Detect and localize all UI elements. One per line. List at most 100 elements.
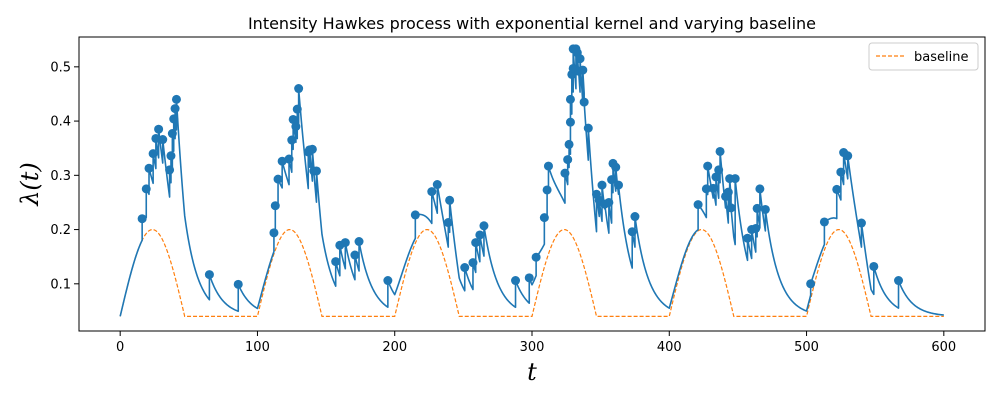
event-point-94: [755, 184, 765, 194]
y-tick-label-0: 0.1: [50, 277, 71, 292]
series-layer: [119, 44, 944, 317]
event-point-39: [443, 218, 453, 228]
event-point-12: [171, 94, 181, 104]
event-point-46: [511, 276, 521, 286]
event-point-102: [856, 218, 866, 228]
event-point-27: [307, 144, 317, 154]
event-point-101: [843, 151, 853, 161]
y-tick-label-4: 0.5: [50, 60, 71, 75]
series-baseline: [119, 228, 944, 317]
event-point-3: [148, 149, 158, 159]
y-tick-label-3: 0.4: [50, 115, 71, 130]
y-axis-label: λ(t): [16, 162, 44, 207]
event-point-23: [292, 104, 302, 114]
event-point-21: [288, 114, 298, 124]
event-point-44: [475, 230, 485, 240]
x-tick-label-4: 400: [657, 340, 682, 355]
event-point-52: [560, 168, 570, 178]
event-point-22: [291, 122, 301, 131]
event-point-20: [287, 135, 297, 145]
event-point-64: [578, 65, 588, 75]
event-point-95: [760, 204, 770, 214]
event-point-1: [141, 184, 151, 194]
event-point-38: [432, 180, 442, 190]
event-point-92: [751, 223, 761, 233]
event-point-5: [154, 124, 164, 134]
event-point-88: [726, 203, 736, 213]
event-point-72: [607, 175, 617, 185]
event-point-37: [427, 187, 437, 197]
event-point-40: [445, 195, 455, 205]
event-point-9: [167, 129, 177, 139]
event-point-42: [468, 258, 478, 268]
event-point-29: [311, 166, 321, 176]
chart-title: Intensity Hawkes process with exponentia…: [248, 14, 816, 33]
event-point-56: [565, 94, 575, 104]
legend: baseline: [868, 42, 979, 71]
event-point-71: [604, 197, 614, 207]
event-point-53: [563, 155, 573, 165]
event-point-18: [277, 156, 287, 166]
event-point-2: [144, 163, 154, 173]
event-point-17: [273, 174, 283, 184]
event-point-76: [627, 227, 637, 237]
x-axis: 0 100 200 300 400 500 600: [116, 331, 956, 355]
x-tick-label-1: 100: [245, 340, 270, 355]
event-point-82: [711, 172, 721, 182]
x-tick-label-5: 500: [794, 340, 819, 355]
event-point-10: [169, 114, 179, 124]
event-point-83: [714, 165, 724, 175]
event-point-86: [723, 187, 733, 197]
event-point-8: [166, 151, 176, 161]
event-point-48: [531, 252, 541, 262]
event-point-79: [701, 184, 711, 194]
event-point-74: [611, 162, 621, 172]
event-point-0: [137, 214, 147, 224]
event-point-7: [165, 165, 175, 175]
y-tick-label-1: 0.2: [50, 223, 71, 238]
event-point-96: [806, 279, 816, 289]
event-point-50: [542, 185, 552, 195]
event-point-65: [579, 97, 589, 107]
event-point-43: [471, 238, 481, 248]
event-point-78: [693, 200, 703, 210]
event-point-54: [564, 139, 574, 149]
event-point-30: [331, 257, 341, 267]
event-point-66: [583, 123, 593, 133]
event-point-98: [832, 184, 842, 194]
event-point-36: [410, 210, 420, 220]
x-tick-label-6: 600: [931, 340, 956, 355]
event-point-45: [479, 221, 489, 231]
event-point-80: [703, 161, 713, 171]
legend-box: [868, 42, 979, 71]
event-point-55: [565, 117, 575, 127]
event-point-89: [730, 174, 740, 184]
y-tick-label-2: 0.3: [50, 169, 71, 184]
event-point-84: [715, 146, 725, 156]
series-intensity: [119, 48, 944, 317]
event-point-24: [294, 84, 304, 94]
event-point-93: [752, 203, 762, 213]
legend-label-baseline: baseline: [914, 50, 968, 65]
x-tick-label-3: 300: [520, 340, 545, 355]
event-point-34: [354, 237, 364, 246]
event-point-16: [270, 201, 280, 211]
event-point-6: [158, 135, 168, 145]
event-point-13: [204, 270, 214, 280]
x-tick-label-2: 200: [382, 340, 407, 355]
event-point-75: [613, 180, 623, 190]
event-point-14: [233, 279, 243, 289]
event-point-69: [597, 180, 607, 190]
event-point-63: [575, 54, 585, 64]
event-point-49: [539, 213, 549, 223]
event-point-41: [460, 263, 470, 273]
event-point-11: [170, 104, 180, 114]
event-point-97: [819, 217, 829, 227]
event-point-32: [340, 238, 350, 248]
event-point-19: [284, 154, 294, 164]
event-point-4: [151, 133, 161, 143]
event-point-35: [383, 276, 393, 286]
y-axis: 0.1 0.2 0.3 0.4 0.5: [50, 60, 79, 292]
